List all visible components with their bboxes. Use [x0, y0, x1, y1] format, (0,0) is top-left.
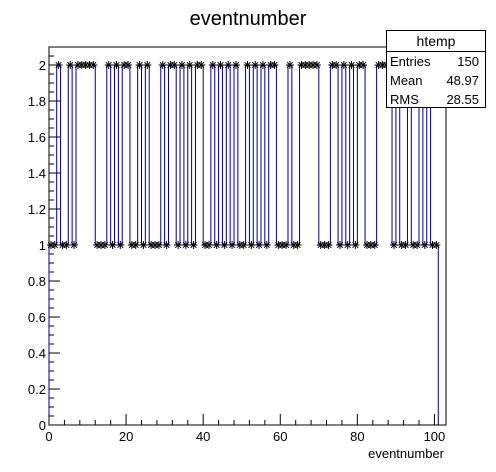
data-point-marker	[116, 241, 125, 249]
data-point-marker	[258, 61, 267, 69]
x-tick-label: 20	[119, 429, 133, 444]
x-tick-label: 80	[350, 429, 364, 444]
data-point-marker	[231, 61, 240, 69]
data-point-marker	[112, 61, 121, 69]
stats-mean-value: 48.97	[446, 73, 479, 88]
x-tick-label: 0	[45, 429, 52, 444]
data-point-marker	[204, 241, 213, 249]
data-point-marker	[216, 61, 225, 69]
x-axis-title: eventnumber	[368, 446, 445, 461]
stats-title: htemp	[387, 31, 485, 52]
data-point-marker	[100, 241, 109, 249]
data-point-marker	[336, 241, 345, 249]
data-point-marker	[339, 61, 348, 69]
data-point-marker	[324, 241, 333, 249]
data-point-marker	[104, 61, 113, 69]
data-point-marker	[432, 241, 441, 249]
x-tick-label: 40	[196, 429, 210, 444]
y-tick-label: 0.2	[28, 382, 46, 397]
data-point-marker	[243, 61, 252, 69]
data-point-marker	[185, 61, 194, 69]
chart-title: eventnumber	[190, 8, 307, 30]
data-point-marker	[220, 241, 229, 249]
data-point-marker	[162, 241, 171, 249]
data-point-marker	[270, 61, 279, 69]
data-point-marker	[208, 61, 217, 69]
stats-row-entries: Entries 150	[387, 52, 485, 71]
y-tick-label: 0.6	[28, 310, 46, 325]
y-tick-label: 0	[39, 418, 46, 433]
data-point-marker	[108, 241, 117, 249]
data-point-marker	[332, 61, 341, 69]
data-point-marker	[343, 241, 352, 249]
marker-layer	[46, 61, 441, 249]
x-tick-label: 100	[424, 429, 446, 444]
stats-row-rms: RMS 28.55	[387, 90, 485, 109]
data-point-marker	[351, 241, 360, 249]
data-point-marker	[177, 61, 186, 69]
y-tick-label: 2	[39, 58, 46, 73]
data-point-marker	[143, 61, 152, 69]
data-point-marker	[170, 61, 179, 69]
x-tick-label: 60	[273, 429, 287, 444]
data-point-marker	[262, 241, 271, 249]
data-point-marker	[70, 241, 79, 249]
axis-layer: 0 20 40 60 80 100 0 0.2 0.4 0.6 0.8 1 1.2 1.4 1.6 1.8 2	[28, 55, 446, 444]
data-point-marker	[282, 241, 291, 249]
stats-entries-label: Entries	[390, 54, 431, 69]
data-point-marker	[181, 241, 190, 249]
data-point-marker	[389, 241, 398, 249]
data-point-marker	[154, 241, 163, 249]
data-point-marker	[139, 241, 148, 249]
data-point-marker	[401, 241, 410, 249]
data-point-marker	[189, 241, 198, 249]
data-point-marker	[62, 241, 71, 249]
y-tick-label: 1.4	[28, 166, 46, 181]
stats-rms-value: 28.55	[446, 92, 479, 107]
data-point-marker	[158, 61, 167, 69]
stats-mean-label: Mean	[390, 73, 423, 88]
data-point-marker	[66, 61, 75, 69]
y-tick-label: 0.8	[28, 274, 46, 289]
stats-rms-label: RMS	[390, 92, 419, 107]
data-point-marker	[413, 241, 422, 249]
data-point-marker	[247, 241, 256, 249]
data-point-marker	[255, 241, 264, 249]
data-point-marker	[89, 61, 98, 69]
data-point-marker	[420, 241, 429, 249]
data-point-marker	[174, 241, 183, 249]
data-point-marker	[370, 241, 379, 249]
data-point-marker	[197, 61, 206, 69]
y-tick-label: 1.2	[28, 202, 46, 217]
data-point-marker	[312, 61, 321, 69]
data-point-marker	[131, 241, 140, 249]
y-tick-label: 1	[39, 238, 46, 253]
data-point-marker	[124, 61, 133, 69]
data-point-marker	[212, 241, 221, 249]
data-point-marker	[293, 241, 302, 249]
y-tick-label: 1.8	[28, 94, 46, 109]
stats-box: htemp Entries 150 Mean 48.97 RMS 28.55	[386, 30, 486, 108]
data-point-marker	[228, 241, 237, 249]
stats-entries-value: 150	[457, 54, 479, 69]
data-point-marker	[224, 61, 233, 69]
data-point-marker	[359, 61, 368, 69]
data-point-marker	[251, 61, 260, 69]
data-point-marker	[135, 61, 144, 69]
y-tick-label: 0.4	[28, 346, 46, 361]
y-tick-label: 1.6	[28, 130, 46, 145]
data-point-marker	[285, 61, 294, 69]
data-point-marker	[239, 241, 248, 249]
stats-row-mean: Mean 48.97	[387, 71, 485, 90]
data-point-marker	[347, 61, 356, 69]
